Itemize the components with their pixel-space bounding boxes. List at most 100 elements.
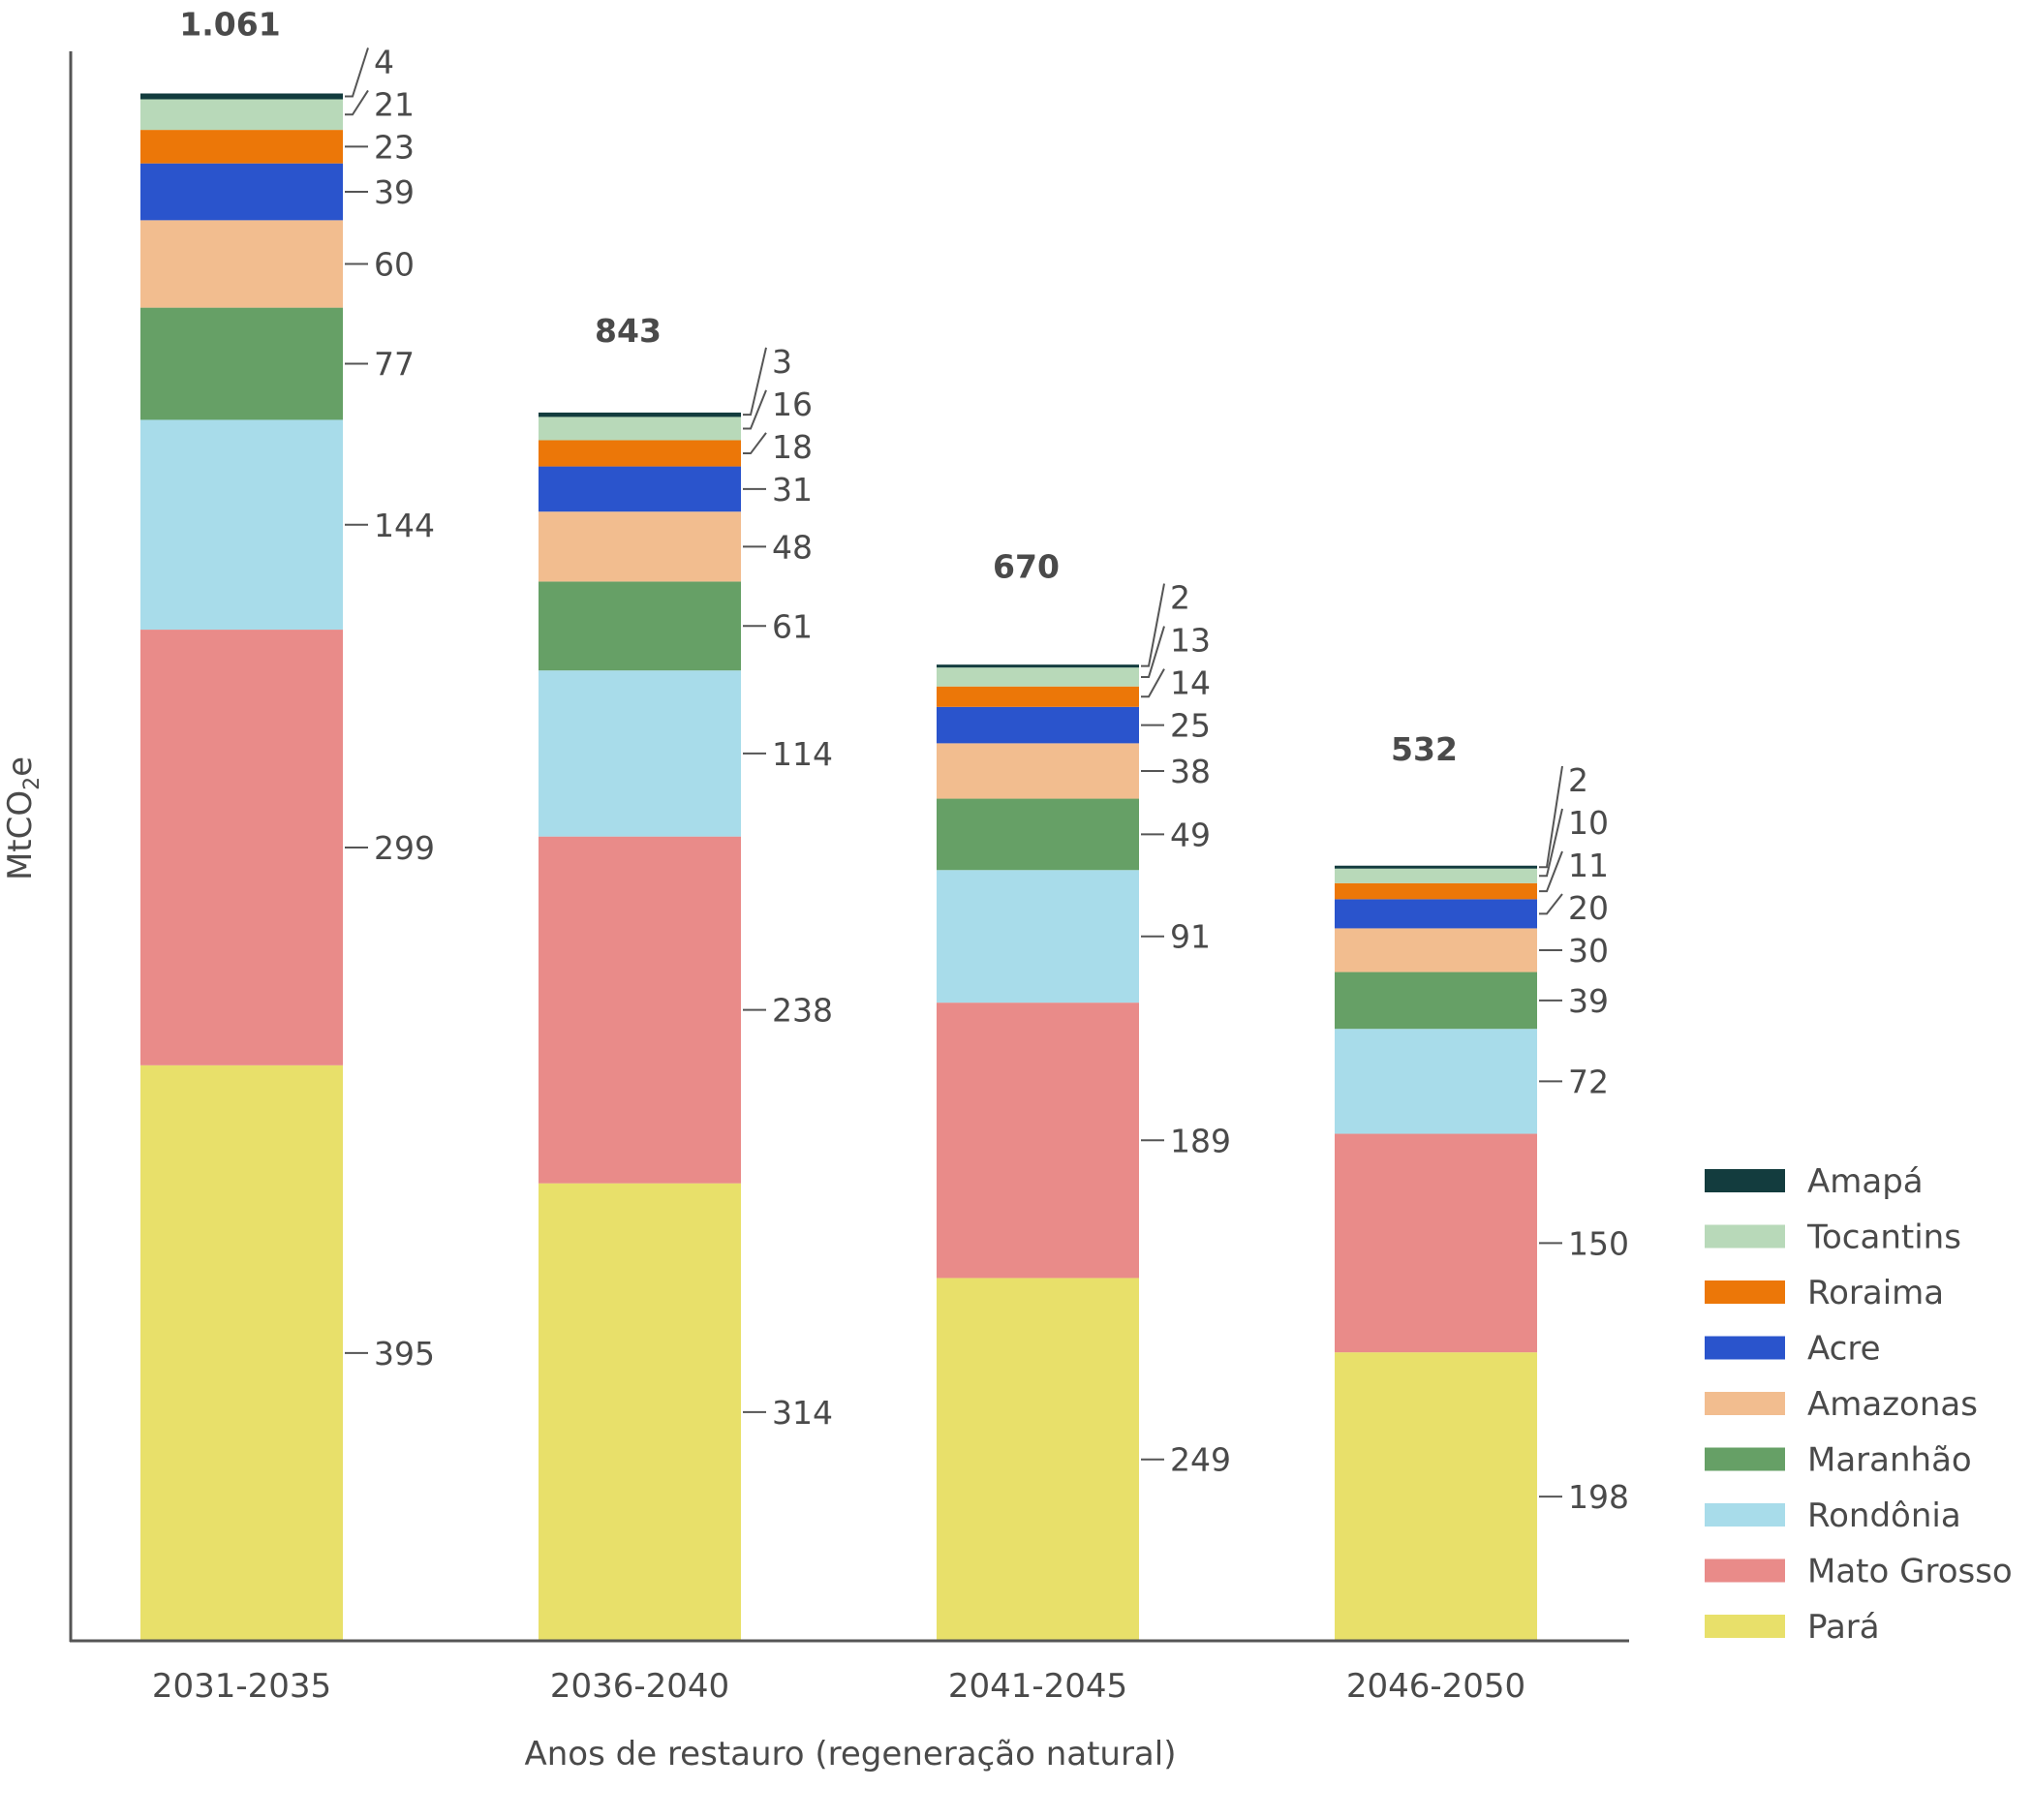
data-label-amazonas-2031-2035: 60 (374, 245, 415, 283)
legend-label-roraima: Roraima (1807, 1274, 1944, 1312)
data-label-tocantins-2046-2050: 10 (1568, 804, 1609, 842)
leader-line (743, 432, 767, 455)
legend-label-rondonia: Rondônia (1807, 1496, 1961, 1535)
bar-segment-amapa-2041-2045 (937, 664, 1139, 668)
x-tick-label: 2031-2035 (152, 1667, 331, 1706)
legend-swatch-para (1705, 1615, 1785, 1638)
bar-segment-mato-grosso-2031-2035 (140, 630, 343, 1065)
leader-line (743, 347, 767, 416)
leader-line (345, 89, 369, 116)
leader-line (1539, 850, 1563, 893)
data-label-tocantins-2036-2040: 16 (772, 386, 813, 423)
data-label-amazonas-2041-2045: 38 (1170, 753, 1211, 790)
bar-segment-mato-grosso-2046-2050 (1335, 1133, 1537, 1353)
data-label-mato-grosso-2046-2050: 150 (1568, 1224, 1629, 1262)
bar-segment-tocantins-2031-2035 (140, 99, 343, 131)
legend-swatch-roraima (1705, 1280, 1785, 1304)
legend-swatch-amazonas (1705, 1392, 1785, 1415)
data-label-rondonia-2031-2035: 144 (374, 507, 435, 544)
bar-segment-amazonas-2041-2045 (937, 743, 1139, 799)
data-label-amazonas-2046-2050: 30 (1568, 932, 1609, 970)
legend-label-mato-grosso: Mato Grosso (1807, 1553, 2013, 1591)
bar-segment-para-2031-2035 (140, 1064, 343, 1641)
x-tick-label: 2041-2045 (948, 1667, 1127, 1706)
data-label-rondonia-2041-2045: 91 (1170, 918, 1211, 956)
data-label-amazonas-2036-2040: 48 (772, 528, 813, 566)
bar-segment-maranhao-2031-2035 (140, 307, 343, 420)
data-label-roraima-2031-2035: 23 (374, 128, 415, 166)
bar-segment-acre-2041-2045 (937, 706, 1139, 744)
bar-segment-roraima-2036-2040 (539, 440, 741, 467)
legend: Amapá Tocantins Roraima Acre Amazonas Maranhã… (1705, 1162, 2013, 1647)
data-label-rondonia-2036-2040: 114 (772, 735, 833, 773)
y-axis-title-suffix: e (1, 756, 40, 777)
data-label-amapa-2046-2050: 2 (1568, 761, 1588, 799)
data-label-mato-grosso-2036-2040: 238 (772, 992, 833, 1030)
bar-segment-acre-2046-2050 (1335, 899, 1537, 929)
legend-label-amazonas: Amazonas (1807, 1385, 1978, 1424)
leader-line (1141, 626, 1165, 678)
data-label-roraima-2036-2040: 18 (772, 428, 813, 466)
bar-segment-amazonas-2031-2035 (140, 220, 343, 308)
leader-line (1141, 668, 1165, 698)
bar-segment-rondonia-2046-2050 (1335, 1029, 1537, 1134)
y-axis-title: MtCO2e (1, 756, 45, 880)
y-axis-title-main: MtCO (1, 790, 40, 880)
bar-segment-amapa-2036-2040 (539, 412, 741, 417)
data-label-tocantins-2031-2035: 21 (374, 85, 415, 123)
data-label-para-2046-2050: 198 (1568, 1478, 1629, 1516)
data-label-acre-2036-2040: 31 (772, 471, 813, 509)
bar-segment-tocantins-2041-2045 (937, 667, 1139, 687)
total-label-2036-2040: 843 (595, 312, 662, 350)
legend-swatch-maranhao (1705, 1447, 1785, 1471)
data-label-rondonia-2046-2050: 72 (1568, 1063, 1609, 1100)
bar-segment-mato-grosso-2041-2045 (937, 1003, 1139, 1279)
bar-segment-rondonia-2041-2045 (937, 870, 1139, 1003)
data-label-para-2041-2045: 249 (1170, 1441, 1231, 1479)
x-axis-title: Anos de restauro (regeneração natural) (525, 1735, 1177, 1774)
data-label-maranhao-2031-2035: 77 (374, 346, 415, 384)
data-label-acre-2031-2035: 39 (374, 173, 415, 211)
data-label-para-2036-2040: 314 (772, 1394, 833, 1432)
bar-segment-maranhao-2036-2040 (539, 581, 741, 671)
bar-segment-amazonas-2036-2040 (539, 511, 741, 582)
legend-label-maranhao: Maranhão (1807, 1441, 1972, 1480)
bar-segment-acre-2031-2035 (140, 163, 343, 221)
legend-swatch-rondonia (1705, 1503, 1785, 1527)
bar-segment-tocantins-2046-2050 (1335, 868, 1537, 883)
bar-segment-tocantins-2036-2040 (539, 416, 741, 441)
leader-line (743, 389, 767, 430)
leader-line (1141, 583, 1165, 667)
legend-swatch-amapa (1705, 1169, 1785, 1192)
bar-segment-rondonia-2031-2035 (140, 419, 343, 631)
x-tick-label: 2036-2040 (550, 1667, 729, 1706)
total-label-2031-2035: 1.061 (179, 5, 280, 43)
bar-segment-para-2041-2045 (937, 1278, 1139, 1641)
data-label-amapa-2031-2035: 4 (374, 43, 394, 80)
data-label-tocantins-2041-2045: 13 (1170, 622, 1211, 660)
legend-label-tocantins: Tocantins (1806, 1218, 1961, 1257)
bars-group (140, 93, 1537, 1641)
bar-segment-para-2046-2050 (1335, 1352, 1537, 1641)
data-label-maranhao-2046-2050: 39 (1568, 982, 1609, 1020)
leader-line (1539, 893, 1563, 915)
bar-segment-roraima-2046-2050 (1335, 882, 1537, 900)
leader-line (1539, 808, 1563, 878)
data-label-acre-2046-2050: 20 (1568, 889, 1609, 927)
legend-label-acre: Acre (1807, 1330, 1881, 1369)
leader-line (1539, 765, 1563, 869)
bar-segment-acre-2036-2040 (539, 466, 741, 512)
data-label-maranhao-2041-2045: 49 (1170, 816, 1211, 853)
data-label-mato-grosso-2041-2045: 189 (1170, 1122, 1231, 1159)
bar-segment-para-2036-2040 (539, 1183, 741, 1641)
x-tick-labels: 2031-2035 2036-2040 2041-2045 2046-2050 (152, 1667, 1525, 1706)
legend-swatch-tocantins (1705, 1224, 1785, 1249)
bar-segment-roraima-2041-2045 (937, 686, 1139, 707)
bar-segment-mato-grosso-2036-2040 (539, 836, 741, 1184)
bar-segment-roraima-2031-2035 (140, 130, 343, 164)
value-labels-group: 395299144776039232141.061314238114614831… (179, 5, 1629, 1516)
bar-segment-amapa-2046-2050 (1335, 865, 1537, 869)
total-label-2046-2050: 532 (1391, 730, 1458, 768)
legend-label-amapa: Amapá (1807, 1162, 1924, 1201)
